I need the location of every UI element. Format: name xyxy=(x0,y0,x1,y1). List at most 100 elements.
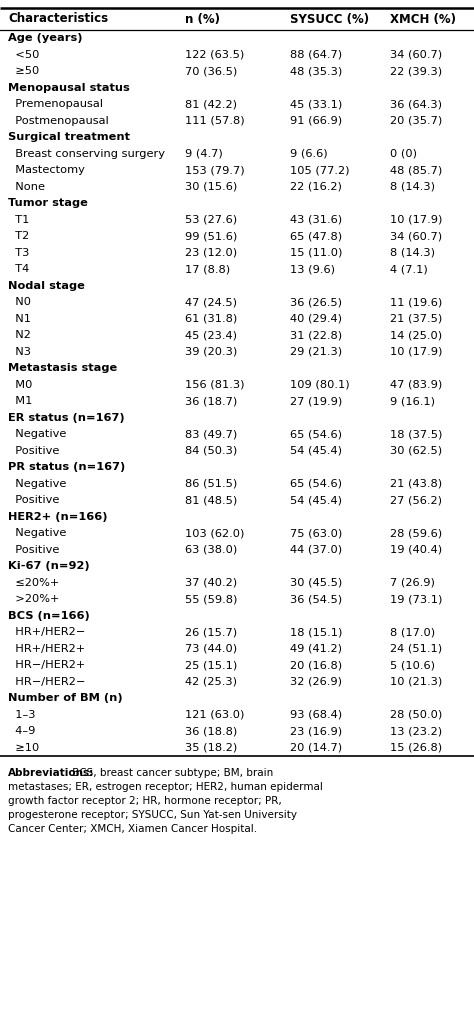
Text: 88 (64.7): 88 (64.7) xyxy=(290,50,342,60)
Text: 0 (0): 0 (0) xyxy=(390,148,417,159)
Text: 9 (16.1): 9 (16.1) xyxy=(390,397,435,406)
Text: T3: T3 xyxy=(8,248,29,257)
Text: SYSUCC (%): SYSUCC (%) xyxy=(290,12,369,25)
Text: Menopausal status: Menopausal status xyxy=(8,82,130,93)
Text: Ki-67 (n=92): Ki-67 (n=92) xyxy=(8,561,90,572)
Text: 55 (59.8): 55 (59.8) xyxy=(185,594,237,604)
Text: HR−/HER2+: HR−/HER2+ xyxy=(8,660,85,670)
Text: T1: T1 xyxy=(8,215,29,225)
Text: 4–9: 4–9 xyxy=(8,726,36,736)
Text: Negative: Negative xyxy=(8,528,66,538)
Text: 75 (63.0): 75 (63.0) xyxy=(290,528,342,538)
Text: 99 (51.6): 99 (51.6) xyxy=(185,231,237,241)
Text: 105 (77.2): 105 (77.2) xyxy=(290,165,349,175)
Text: 30 (45.5): 30 (45.5) xyxy=(290,578,342,588)
Text: Nodal stage: Nodal stage xyxy=(8,281,85,291)
Text: 54 (45.4): 54 (45.4) xyxy=(290,445,342,456)
Text: Abbreviations:: Abbreviations: xyxy=(8,768,94,778)
Text: HR+/HER2−: HR+/HER2− xyxy=(8,627,85,638)
Text: 36 (26.5): 36 (26.5) xyxy=(290,297,342,307)
Text: ≤20%+: ≤20%+ xyxy=(8,578,59,588)
Text: 54 (45.4): 54 (45.4) xyxy=(290,495,342,505)
Text: M1: M1 xyxy=(8,397,32,406)
Text: 35 (18.2): 35 (18.2) xyxy=(185,742,237,753)
Text: 65 (47.8): 65 (47.8) xyxy=(290,231,342,241)
Text: 17 (8.8): 17 (8.8) xyxy=(185,264,230,275)
Text: 20 (14.7): 20 (14.7) xyxy=(290,742,342,753)
Text: None: None xyxy=(8,182,45,192)
Text: 29 (21.3): 29 (21.3) xyxy=(290,347,342,357)
Text: 21 (43.8): 21 (43.8) xyxy=(390,479,442,489)
Text: 103 (62.0): 103 (62.0) xyxy=(185,528,245,538)
Text: 8 (14.3): 8 (14.3) xyxy=(390,182,435,192)
Text: ER status (n=167): ER status (n=167) xyxy=(8,413,125,423)
Text: 19 (40.4): 19 (40.4) xyxy=(390,545,442,554)
Text: HER2+ (n=166): HER2+ (n=166) xyxy=(8,512,108,522)
Text: 109 (80.1): 109 (80.1) xyxy=(290,379,350,390)
Text: 14 (25.0): 14 (25.0) xyxy=(390,331,442,341)
Text: 15 (11.0): 15 (11.0) xyxy=(290,248,342,257)
Text: 111 (57.8): 111 (57.8) xyxy=(185,116,245,126)
Text: 32 (26.9): 32 (26.9) xyxy=(290,676,342,686)
Text: 30 (62.5): 30 (62.5) xyxy=(390,445,442,456)
Text: N3: N3 xyxy=(8,347,31,357)
Text: Mastectomy: Mastectomy xyxy=(8,165,85,175)
Text: 22 (39.3): 22 (39.3) xyxy=(390,66,442,76)
Text: 45 (23.4): 45 (23.4) xyxy=(185,331,237,341)
Text: 22 (16.2): 22 (16.2) xyxy=(290,182,342,192)
Text: 4 (7.1): 4 (7.1) xyxy=(390,264,428,275)
Text: 122 (63.5): 122 (63.5) xyxy=(185,50,244,60)
Text: 24 (51.1): 24 (51.1) xyxy=(390,644,442,654)
Text: Positive: Positive xyxy=(8,545,59,554)
Text: 30 (15.6): 30 (15.6) xyxy=(185,182,237,192)
Text: 93 (68.4): 93 (68.4) xyxy=(290,710,342,720)
Text: 65 (54.6): 65 (54.6) xyxy=(290,429,342,439)
Text: Postmenopausal: Postmenopausal xyxy=(8,116,109,126)
Text: 39 (20.3): 39 (20.3) xyxy=(185,347,237,357)
Text: 26 (15.7): 26 (15.7) xyxy=(185,627,237,638)
Text: 153 (79.7): 153 (79.7) xyxy=(185,165,245,175)
Text: T4: T4 xyxy=(8,264,29,275)
Text: 86 (51.5): 86 (51.5) xyxy=(185,479,237,489)
Text: Cancer Center; XMCH, Xiamen Cancer Hospital.: Cancer Center; XMCH, Xiamen Cancer Hospi… xyxy=(8,824,257,834)
Text: Positive: Positive xyxy=(8,495,59,505)
Text: 13 (9.6): 13 (9.6) xyxy=(290,264,335,275)
Text: 20 (35.7): 20 (35.7) xyxy=(390,116,442,126)
Text: 10 (17.9): 10 (17.9) xyxy=(390,347,442,357)
Text: Number of BM (n): Number of BM (n) xyxy=(8,694,123,703)
Text: >20%+: >20%+ xyxy=(8,594,59,604)
Text: 23 (12.0): 23 (12.0) xyxy=(185,248,237,257)
Text: Breast conserving surgery: Breast conserving surgery xyxy=(8,148,165,159)
Text: Characteristics: Characteristics xyxy=(8,12,108,25)
Text: ≥50: ≥50 xyxy=(8,66,39,76)
Text: 61 (31.8): 61 (31.8) xyxy=(185,314,237,323)
Text: 49 (41.2): 49 (41.2) xyxy=(290,644,342,654)
Text: 8 (17.0): 8 (17.0) xyxy=(390,627,435,638)
Text: 45 (33.1): 45 (33.1) xyxy=(290,100,342,109)
Text: 9 (6.6): 9 (6.6) xyxy=(290,148,328,159)
Text: 44 (37.0): 44 (37.0) xyxy=(290,545,342,554)
Text: 40 (29.4): 40 (29.4) xyxy=(290,314,342,323)
Text: Tumor stage: Tumor stage xyxy=(8,198,88,208)
Text: 18 (37.5): 18 (37.5) xyxy=(390,429,442,439)
Text: 53 (27.6): 53 (27.6) xyxy=(185,215,237,225)
Text: N0: N0 xyxy=(8,297,31,307)
Text: N1: N1 xyxy=(8,314,31,323)
Text: Negative: Negative xyxy=(8,479,66,489)
Text: 91 (66.9): 91 (66.9) xyxy=(290,116,342,126)
Text: Premenopausal: Premenopausal xyxy=(8,100,103,109)
Text: N2: N2 xyxy=(8,331,31,341)
Text: 28 (59.6): 28 (59.6) xyxy=(390,528,442,538)
Text: 42 (25.3): 42 (25.3) xyxy=(185,676,237,686)
Text: Surgical treatment: Surgical treatment xyxy=(8,132,130,142)
Text: 28 (50.0): 28 (50.0) xyxy=(390,710,442,720)
Text: BCS (n=166): BCS (n=166) xyxy=(8,611,90,620)
Text: 20 (16.8): 20 (16.8) xyxy=(290,660,342,670)
Text: ≥10: ≥10 xyxy=(8,742,39,753)
Text: PR status (n=167): PR status (n=167) xyxy=(8,463,125,472)
Text: growth factor receptor 2; HR, hormone receptor; PR,: growth factor receptor 2; HR, hormone re… xyxy=(8,796,282,806)
Text: 34 (60.7): 34 (60.7) xyxy=(390,50,442,60)
Text: 73 (44.0): 73 (44.0) xyxy=(185,644,237,654)
Text: 36 (18.7): 36 (18.7) xyxy=(185,397,237,406)
Text: 27 (19.9): 27 (19.9) xyxy=(290,397,342,406)
